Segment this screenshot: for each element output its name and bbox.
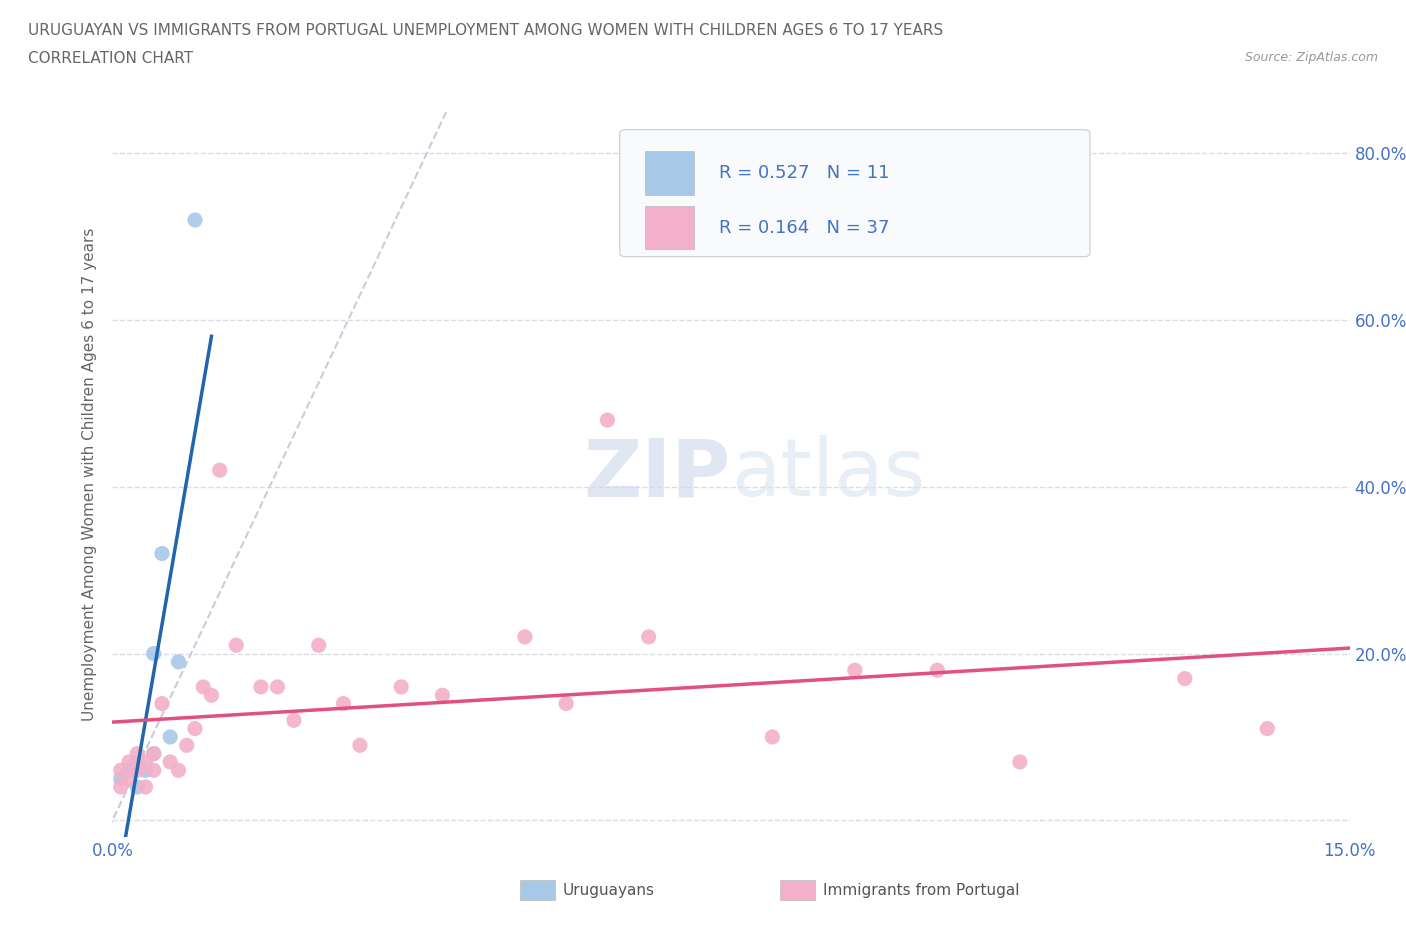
Y-axis label: Unemployment Among Women with Children Ages 6 to 17 years: Unemployment Among Women with Children A… — [82, 228, 97, 721]
Point — [308, 638, 330, 653]
Point — [142, 763, 165, 777]
Point — [150, 697, 173, 711]
Point — [844, 663, 866, 678]
Point — [250, 680, 273, 695]
Point — [513, 630, 536, 644]
Point — [432, 688, 454, 703]
Point — [159, 729, 181, 744]
Point — [127, 763, 149, 777]
Point — [159, 754, 181, 769]
Point — [110, 771, 132, 786]
Text: R = 0.527   N = 11: R = 0.527 N = 11 — [718, 165, 889, 182]
Text: Source: ZipAtlas.com: Source: ZipAtlas.com — [1244, 51, 1378, 64]
Point — [555, 697, 578, 711]
Text: CORRELATION CHART: CORRELATION CHART — [28, 51, 193, 66]
Point — [184, 721, 207, 736]
Text: atlas: atlas — [731, 435, 925, 513]
FancyBboxPatch shape — [620, 130, 1090, 257]
Point — [266, 680, 288, 695]
Text: URUGUAYAN VS IMMIGRANTS FROM PORTUGAL UNEMPLOYMENT AMONG WOMEN WITH CHILDREN AGE: URUGUAYAN VS IMMIGRANTS FROM PORTUGAL UN… — [28, 23, 943, 38]
Point — [1174, 671, 1197, 686]
Point — [200, 688, 222, 703]
Point — [176, 737, 198, 752]
Point — [389, 680, 412, 695]
Point — [150, 546, 173, 561]
Point — [134, 779, 156, 794]
Point — [118, 754, 141, 769]
Point — [225, 638, 247, 653]
Point — [349, 737, 371, 752]
Point — [596, 413, 619, 428]
Point — [332, 697, 354, 711]
Point — [193, 680, 215, 695]
Point — [283, 712, 305, 727]
Point — [761, 729, 783, 744]
FancyBboxPatch shape — [644, 152, 695, 195]
Point — [637, 630, 659, 644]
Text: R = 0.164   N = 37: R = 0.164 N = 37 — [718, 219, 889, 236]
Point — [184, 213, 207, 228]
Point — [167, 655, 190, 670]
Text: Immigrants from Portugal: Immigrants from Portugal — [823, 883, 1019, 897]
Point — [142, 746, 165, 761]
Text: ZIP: ZIP — [583, 435, 731, 513]
Point — [118, 763, 141, 777]
Point — [110, 779, 132, 794]
Text: Uruguayans: Uruguayans — [562, 883, 654, 897]
Point — [1008, 754, 1031, 769]
Point — [927, 663, 949, 678]
Point — [110, 763, 132, 777]
FancyBboxPatch shape — [644, 206, 695, 249]
Point — [208, 463, 231, 478]
Point — [142, 746, 165, 761]
Point — [127, 754, 149, 769]
Point — [1256, 721, 1278, 736]
Point — [167, 763, 190, 777]
Point — [127, 746, 149, 761]
Point — [142, 646, 165, 661]
Point — [134, 763, 156, 777]
Point — [127, 779, 149, 794]
Point — [118, 771, 141, 786]
Point — [134, 754, 156, 769]
